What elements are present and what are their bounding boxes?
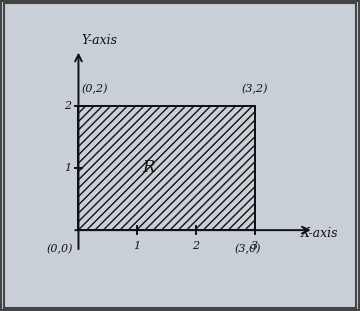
Text: (0,0): (0,0) [46,244,73,254]
Text: (0,2): (0,2) [81,84,108,95]
Text: 3: 3 [251,241,258,251]
Text: Y-axis: Y-axis [81,34,117,47]
Text: 1: 1 [64,163,71,173]
Text: (3,2): (3,2) [242,84,268,95]
Text: 2: 2 [193,241,199,251]
Text: X-axis: X-axis [301,227,338,240]
Text: (3,0): (3,0) [234,244,261,254]
Text: 1: 1 [134,241,141,251]
Text: 2: 2 [64,101,71,111]
Text: R: R [143,160,155,176]
